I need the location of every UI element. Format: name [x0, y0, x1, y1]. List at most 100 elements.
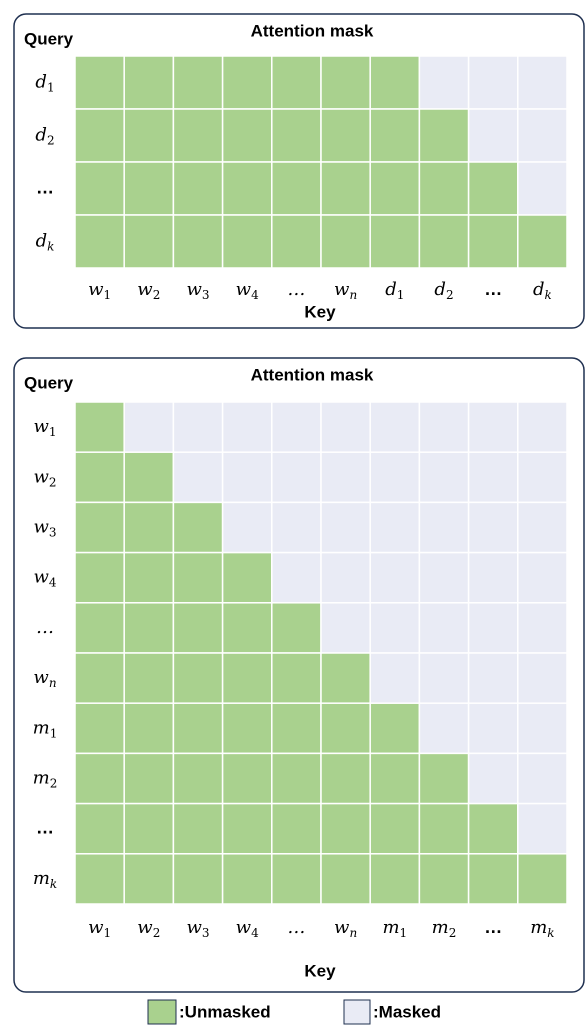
unmasked-cell: [271, 752, 322, 805]
label-sub: 3: [49, 525, 57, 539]
unmasked-cell: [320, 55, 371, 110]
unmasked-cell: [123, 108, 175, 163]
column-label: dk: [533, 279, 552, 302]
unmasked-cell: [123, 602, 175, 654]
unmasked-cell: [123, 451, 175, 504]
label-base: w: [236, 279, 252, 300]
label-sub: 1: [103, 926, 111, 940]
unmasked-cell: [221, 752, 273, 805]
unmasked-cell: [418, 161, 470, 216]
unmasked-cell: [418, 108, 470, 163]
row-label: dk: [36, 231, 55, 254]
unmasked-cell: [172, 702, 224, 755]
masked-cell: [517, 752, 568, 805]
unmasked-cell: [221, 161, 273, 216]
masked-cell: [467, 602, 519, 654]
column-label: wn: [334, 917, 357, 940]
label-base: d: [35, 125, 47, 146]
row-label: mk: [33, 868, 57, 891]
label-sub: 1: [49, 425, 57, 439]
key-label: Key: [304, 961, 336, 980]
label-base: w: [33, 517, 49, 538]
unmasked-cell: [123, 652, 175, 704]
label-base: …: [36, 177, 54, 197]
masked-cell: [517, 602, 568, 654]
unmasked-cell: [271, 214, 322, 269]
label-base: d: [434, 279, 446, 300]
label-base: w: [334, 917, 350, 938]
masked-cell: [123, 401, 175, 453]
column-label: w4: [236, 917, 259, 940]
unmasked-cell: [123, 752, 175, 805]
unmasked-cell: [74, 501, 125, 554]
masked-cell: [172, 451, 224, 504]
row-label: w1: [33, 416, 56, 439]
masked-cell: [467, 55, 519, 110]
unmasked-cell: [74, 214, 125, 269]
masked-cell: [271, 501, 322, 554]
unmasked-cell: [123, 802, 175, 855]
label-base: w: [236, 917, 252, 938]
masked-cell: [418, 551, 470, 604]
unmasked-cell: [172, 853, 224, 905]
unmasked-cell: [221, 853, 273, 905]
column-label: w1: [88, 279, 111, 302]
masked-cell: [320, 602, 371, 654]
label-base: w: [186, 917, 202, 938]
label-sub: 1: [400, 926, 408, 940]
column-label: …: [484, 917, 502, 937]
masked-cell: [418, 55, 470, 110]
unmasked-cell: [123, 214, 175, 269]
unmasked-cell: [221, 802, 273, 855]
row-label: m2: [33, 768, 58, 791]
label-base: w: [186, 279, 202, 300]
label-sub: k: [547, 926, 554, 940]
unmasked-cell: [74, 802, 125, 855]
column-label: w2: [137, 279, 160, 302]
masked-cell: [418, 702, 470, 755]
column-label: w2: [137, 917, 160, 940]
label-sub: 2: [50, 776, 58, 790]
unmasked-cell: [517, 853, 568, 905]
unmasked-cell: [172, 108, 224, 163]
label-sub: 4: [251, 926, 259, 940]
unmasked-cell: [467, 161, 519, 216]
label-base: m: [33, 868, 50, 889]
masked-cell: [271, 551, 322, 604]
label-base: w: [33, 567, 49, 588]
label-base: m: [530, 917, 547, 938]
unmasked-cell: [517, 214, 568, 269]
unmasked-cell: [369, 108, 421, 163]
label-base: m: [432, 917, 449, 938]
masked-cell: [517, 55, 568, 110]
unmasked-cell: [172, 214, 224, 269]
legend-swatch: [147, 999, 177, 1025]
legend-swatch: [343, 999, 371, 1025]
label-base: d: [35, 72, 47, 93]
label-sub: 1: [103, 288, 111, 302]
unmasked-cell: [271, 652, 322, 704]
unmasked-cell: [74, 853, 125, 905]
masked-cell: [320, 501, 371, 554]
column-label: w4: [236, 279, 259, 302]
label-base: w: [334, 279, 350, 300]
unmasked-cell: [221, 55, 273, 110]
masked-cell: [517, 451, 568, 504]
label-base: …: [287, 279, 305, 300]
masked-cell: [517, 161, 568, 216]
column-label: wn: [334, 279, 357, 302]
label-sub: 4: [49, 575, 57, 589]
unmasked-cell: [320, 802, 371, 855]
unmasked-cell: [221, 702, 273, 755]
panel-frame: [13, 13, 585, 329]
masked-cell: [418, 652, 470, 704]
masked-cell: [517, 551, 568, 604]
label-base: …: [36, 817, 54, 837]
row-label: w4: [33, 567, 56, 590]
label-base: w: [33, 667, 49, 688]
panel-title: Attention mask: [251, 365, 374, 384]
unmasked-cell: [74, 602, 125, 654]
column-label: …: [287, 917, 305, 938]
column-label: d2: [434, 279, 453, 302]
row-label: m1: [33, 717, 58, 740]
